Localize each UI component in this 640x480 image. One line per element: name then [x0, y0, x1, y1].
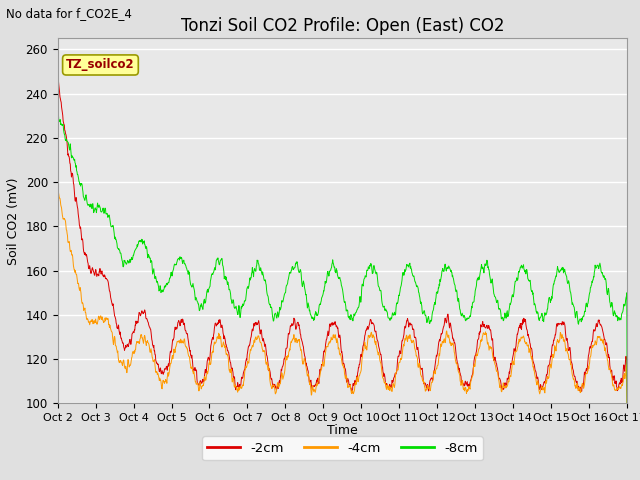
-4cm	[623, 400, 631, 406]
Line: -2cm: -2cm	[58, 75, 627, 403]
-4cm	[167, 361, 175, 367]
Y-axis label: Soil CO2 (mV): Soil CO2 (mV)	[7, 177, 20, 264]
-4cm	[506, 374, 513, 380]
-8cm	[506, 303, 513, 309]
-4cm	[431, 371, 439, 377]
-2cm	[506, 371, 513, 376]
-2cm	[244, 344, 252, 349]
-8cm	[54, 107, 62, 112]
-8cm	[556, 268, 564, 274]
Line: -4cm: -4cm	[58, 192, 627, 403]
-8cm	[54, 276, 61, 281]
-2cm	[167, 349, 175, 355]
Text: TZ_soilco2: TZ_soilco2	[66, 59, 135, 72]
-8cm	[244, 286, 252, 291]
-4cm	[556, 336, 564, 341]
-2cm	[556, 321, 564, 327]
-4cm	[54, 189, 62, 195]
Line: -8cm: -8cm	[58, 109, 627, 403]
Text: No data for f_CO2E_4: No data for f_CO2E_4	[6, 7, 132, 20]
-2cm	[623, 400, 631, 406]
-2cm	[54, 254, 61, 260]
-2cm	[181, 323, 189, 329]
-8cm	[181, 261, 189, 267]
-4cm	[54, 336, 61, 342]
Legend: -2cm, -4cm, -8cm: -2cm, -4cm, -8cm	[202, 436, 483, 460]
X-axis label: Time: Time	[327, 424, 358, 437]
-8cm	[623, 400, 631, 406]
-8cm	[167, 270, 175, 276]
-2cm	[431, 362, 439, 368]
Title: Tonzi Soil CO2 Profile: Open (East) CO2: Tonzi Soil CO2 Profile: Open (East) CO2	[180, 17, 504, 36]
-4cm	[181, 337, 189, 343]
-2cm	[54, 72, 62, 78]
-8cm	[431, 301, 439, 307]
-4cm	[244, 360, 252, 366]
